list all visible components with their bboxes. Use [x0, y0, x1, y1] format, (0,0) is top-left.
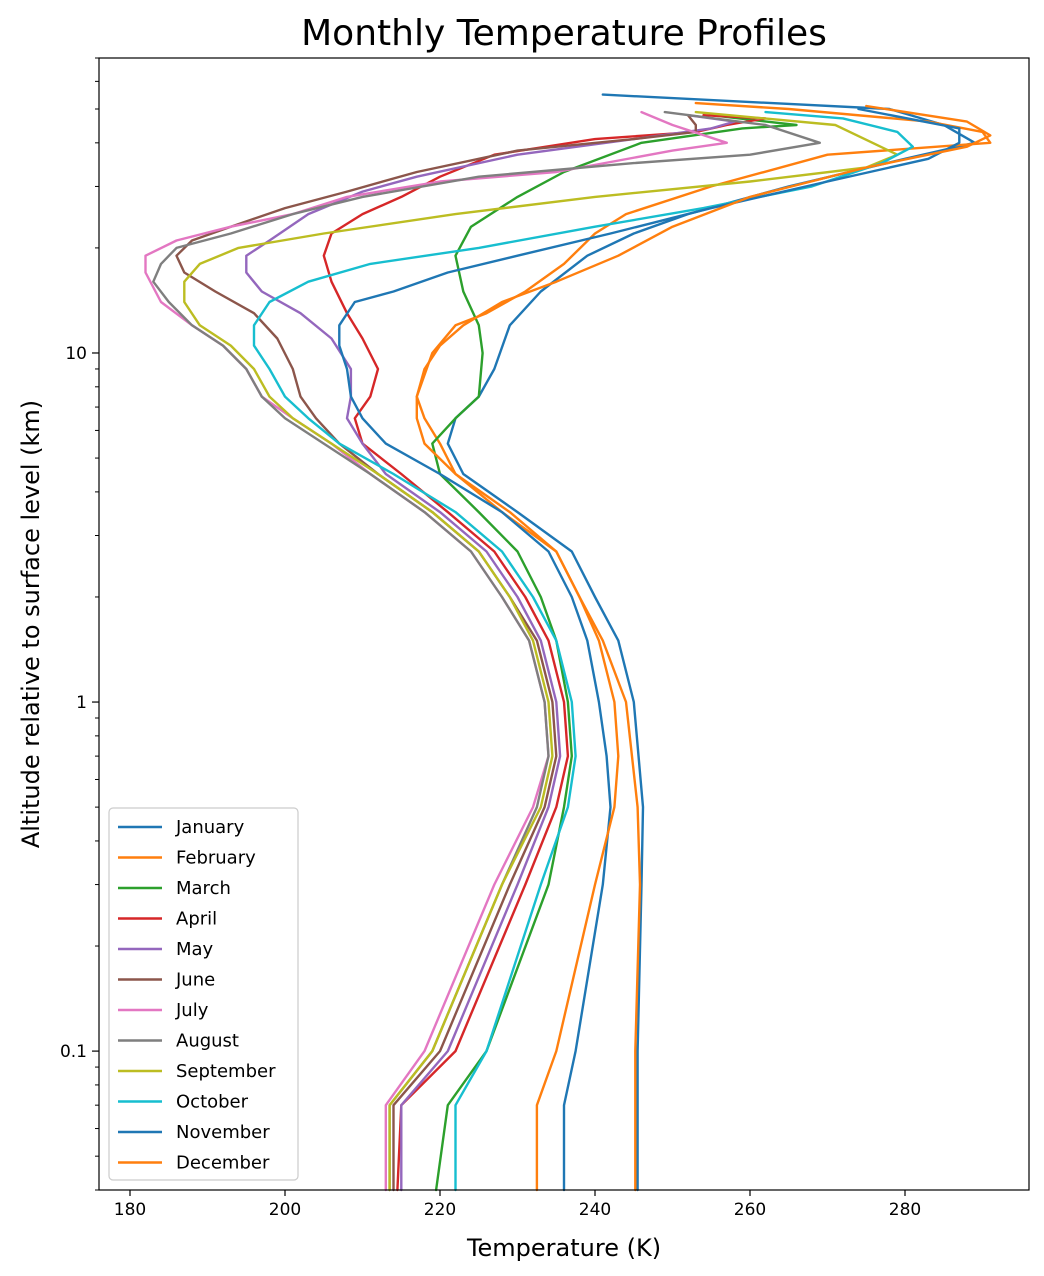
legend-label: May — [176, 939, 214, 960]
y-tick-label: 0.1 — [60, 1042, 87, 1062]
legend: January February March April May June July Augu… — [108, 807, 299, 1181]
legend-label: October — [176, 1092, 249, 1113]
x-tick-label: 220 — [424, 1200, 456, 1220]
x-tick-label: 200 — [269, 1200, 301, 1220]
legend-label: March — [176, 878, 231, 899]
legend-box — [108, 807, 299, 1181]
x-tick-label: 180 — [114, 1200, 146, 1220]
y-axis-label: Altitude relative to surface level (km) — [17, 400, 45, 848]
series-line-december — [415, 104, 992, 1192]
series-line-may — [245, 113, 736, 1192]
x-tick-label: 260 — [734, 1200, 766, 1220]
series-line-september — [183, 110, 899, 1192]
series-line-november — [338, 107, 961, 1192]
legend-label: September — [176, 1061, 276, 1082]
legend-label: November — [176, 1122, 270, 1143]
legend-label: April — [176, 909, 217, 930]
legend-label: August — [176, 1031, 239, 1052]
legend-label: July — [175, 1000, 209, 1021]
chart-title: Monthly Temperature Profiles — [301, 13, 827, 54]
legend-label: June — [175, 970, 215, 991]
plot-frame — [98, 57, 1030, 1191]
legend-label: December — [176, 1153, 270, 1174]
x-axis-label: Temperature (K) — [466, 1234, 661, 1262]
series-line-june — [175, 113, 697, 1192]
y-tick-label: 10 — [65, 344, 87, 364]
y-tick-label: 1 — [76, 693, 87, 713]
series-line-february — [415, 101, 992, 1192]
legend-label: January — [175, 817, 245, 838]
axis-ticks: 180 200 220 240 260 280 0.1 1 10 — [60, 57, 921, 1220]
legend-label: February — [176, 848, 256, 869]
x-tick-label: 240 — [579, 1200, 611, 1220]
series-line-march — [431, 113, 798, 1192]
x-tick-label: 280 — [889, 1200, 921, 1220]
series-line-august — [152, 110, 821, 1192]
plot-lines — [144, 93, 992, 1192]
